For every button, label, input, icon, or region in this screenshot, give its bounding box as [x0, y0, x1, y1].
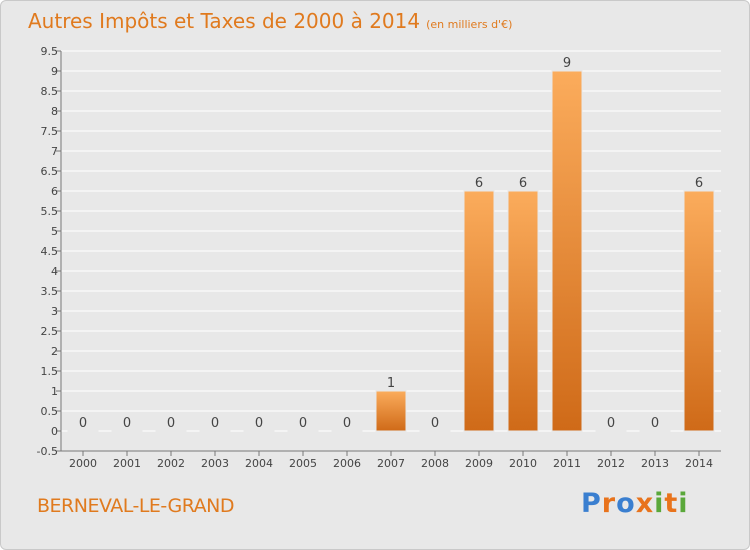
logo-letter: i — [654, 488, 665, 519]
x-tick-label: 2006 — [333, 457, 361, 470]
bar-2012 — [595, 430, 627, 432]
data-labels: 0 0 0 0 0 0 0 1 0 6 6 9 0 0 6 — [79, 56, 703, 431]
x-tick-label: 2008 — [421, 457, 449, 470]
bar-2002 — [155, 430, 187, 432]
x-tick-label: 2012 — [597, 457, 625, 470]
subtitle: (en milliers d'€) — [426, 18, 513, 31]
y-tick-label: 2 — [51, 345, 58, 358]
x-tick-label: 2005 — [289, 457, 317, 470]
data-label: 1 — [387, 376, 395, 391]
data-label: 0 — [211, 416, 219, 431]
data-label: 6 — [519, 176, 527, 191]
x-tick-label: 2014 — [685, 457, 713, 470]
x-tick-label: 2001 — [113, 457, 141, 470]
x-tick-label: 2010 — [509, 457, 537, 470]
y-tick-label: 5.5 — [41, 205, 59, 218]
bar-2007 — [375, 390, 407, 432]
proxiti-logo: Proxiti — [581, 488, 689, 519]
y-tick-label: 2.5 — [41, 325, 59, 338]
y-tick-label: 7.5 — [41, 125, 59, 138]
data-label: 0 — [123, 416, 131, 431]
y-tick-label: 1 — [51, 385, 58, 398]
bar-2011 — [551, 70, 583, 432]
y-tick-label: 5 — [51, 225, 58, 238]
data-label: 0 — [255, 416, 263, 431]
y-tick-label: 0.5 — [41, 405, 59, 418]
data-label: 0 — [651, 416, 659, 431]
y-tick-label: 9.5 — [41, 45, 59, 58]
x-axis-ticks: 2000 2001 2002 2003 2004 2005 2006 2007 2008 2009… — [69, 451, 713, 470]
bar-2000 — [67, 430, 99, 432]
y-tick-label: 6.5 — [41, 165, 59, 178]
y-tick-label: 3 — [51, 305, 58, 318]
y-tick-label: 4.5 — [41, 245, 59, 258]
bar-2004 — [243, 430, 275, 432]
bar-2014 — [683, 190, 715, 432]
commune-name: BERNEVAL-LE-GRAND — [37, 495, 234, 517]
data-label: 6 — [695, 176, 703, 191]
y-tick-label: 7 — [51, 145, 58, 158]
data-label: 6 — [475, 176, 483, 191]
logo-letter: i — [678, 488, 689, 519]
data-label: 0 — [343, 416, 351, 431]
y-tick-label: 9 — [51, 65, 58, 78]
page-title: Autres Impôts et Taxes de 2000 à 2014 (en… — [28, 9, 512, 33]
bar-2010 — [507, 190, 539, 432]
logo-letter: r — [601, 488, 617, 519]
logo-letter: t — [664, 488, 679, 519]
data-label: 9 — [563, 56, 571, 71]
y-tick-label: 6 — [51, 185, 58, 198]
bar-2009 — [463, 190, 495, 432]
x-tick-label: 2003 — [201, 457, 229, 470]
y-axis-ticks: -0.5 0 0.5 1 1.5 2 2.5 3 3.5 4 4.5 5 5.5 6 6.5 7 7.5 8 8.5… — [37, 45, 61, 458]
title-text: Autres Impôts et Taxes de 2000 à 2014 — [28, 9, 421, 33]
x-tick-label: 2000 — [69, 457, 97, 470]
x-tick-label: 2007 — [377, 457, 405, 470]
logo-letter: x — [635, 488, 655, 519]
x-tick-label: 2011 — [553, 457, 581, 470]
y-tick-label: 3.5 — [41, 285, 59, 298]
data-label: 0 — [167, 416, 175, 431]
logo-letter: P — [581, 488, 602, 519]
bar-2005 — [287, 430, 319, 432]
bars — [67, 70, 715, 432]
bar-2003 — [199, 430, 231, 432]
x-tick-label: 2009 — [465, 457, 493, 470]
logo-letter: o — [616, 488, 636, 519]
bar-2006 — [331, 430, 363, 432]
data-label: 0 — [299, 416, 307, 431]
bar-2013 — [639, 430, 671, 432]
data-label: 0 — [607, 416, 615, 431]
y-tick-label: 8.5 — [41, 85, 59, 98]
y-tick-label: 4 — [51, 265, 58, 278]
data-label: 0 — [431, 416, 439, 431]
x-tick-label: 2002 — [157, 457, 185, 470]
bar-2008 — [419, 430, 451, 432]
data-label: 0 — [79, 416, 87, 431]
x-tick-label: 2004 — [245, 457, 273, 470]
y-tick-label: -0.5 — [37, 445, 58, 458]
y-tick-label: 1.5 — [41, 365, 59, 378]
y-tick-label: 8 — [51, 105, 58, 118]
bar-2001 — [111, 430, 143, 432]
y-tick-label: 0 — [51, 425, 58, 438]
x-tick-label: 2013 — [641, 457, 669, 470]
